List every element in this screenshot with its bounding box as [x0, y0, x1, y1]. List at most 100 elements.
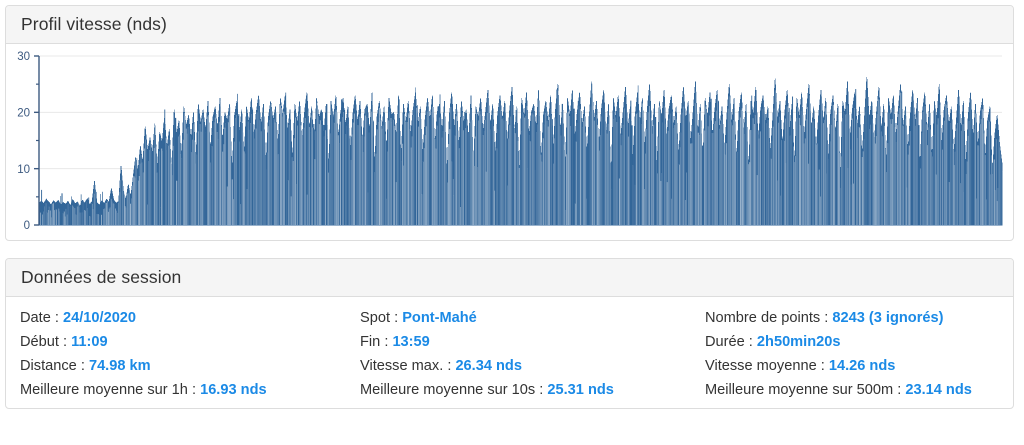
- speed-sample-bar: [80, 194, 82, 225]
- speed-sample-bar: [687, 107, 689, 225]
- speed-sample-gap: [314, 159, 316, 225]
- speed-sample-bar: [100, 194, 101, 225]
- speed-sample-bar: [530, 117, 532, 225]
- session-stat-row: Début : 11:09: [20, 330, 360, 354]
- speed-sample-bar: [164, 109, 166, 225]
- speed-sample-bar: [71, 196, 72, 225]
- speed-sample-gap: [223, 144, 225, 225]
- session-stat-label: Meilleure moyenne sur 10s :: [360, 382, 548, 398]
- speed-sample-gap: [197, 131, 199, 225]
- session-stat-row: Nombre de points : 8243 (3 ignorés): [705, 306, 999, 330]
- session-stat-label: Vitesse max. :: [360, 358, 456, 374]
- speed-chart-svg: 0 10 20 30: [17, 51, 1003, 232]
- speed-sample-bar: [855, 89, 857, 225]
- session-stat-value: 74.98 km: [88, 358, 151, 374]
- speed-sample-bar: [175, 117, 177, 225]
- speed-sample-bar: [373, 121, 374, 225]
- speed-chart[interactable]: 0 10 20 30: [6, 44, 1013, 240]
- speed-sample-bar: [612, 138, 613, 225]
- speed-profile-chart-body: 0 10 20 30: [6, 44, 1013, 240]
- speed-sample-gap: [579, 109, 581, 225]
- speed-sample-gap: [201, 119, 203, 225]
- speed-sample-gap: [359, 116, 361, 225]
- speed-sample-gap: [604, 109, 606, 225]
- speed-series-detail: [39, 83, 1003, 226]
- speed-sample-bar: [639, 119, 641, 225]
- speed-sample-bar: [561, 103, 563, 225]
- speed-sample-gap: [542, 138, 544, 225]
- speed-sample-gap: [280, 105, 281, 225]
- speed-sample-bar: [238, 114, 240, 225]
- session-data-title: Données de session: [21, 267, 182, 287]
- speed-sample-bar: [398, 99, 400, 225]
- speed-sample-bar: [760, 103, 763, 225]
- speed-sample-bar: [751, 95, 753, 225]
- chart-y-tick-label: 10: [17, 164, 30, 176]
- session-stat-label: Spot :: [360, 310, 403, 326]
- speed-sample-bar: [788, 107, 790, 225]
- speed-sample-bar: [439, 94, 441, 226]
- session-stat-label: Fin :: [360, 334, 393, 350]
- speed-sample-gap: [243, 151, 245, 225]
- speed-sample-gap: [650, 117, 652, 225]
- session-stat-label: Meilleure moyenne sur 500m :: [705, 382, 906, 398]
- speed-sample-gap: [105, 202, 107, 225]
- speed-sample-bar: [417, 105, 418, 225]
- chart-y-tick-label: 0: [24, 220, 30, 232]
- session-data-panel: Données de session Date : 24/10/2020 Débu…: [5, 258, 1014, 409]
- speed-sample-gap: [948, 182, 950, 225]
- speed-sample-gap: [123, 191, 125, 225]
- speed-sample-bar: [206, 122, 208, 225]
- session-stat-row: Vitesse moyenne : 14.26 nds: [705, 354, 999, 378]
- speed-sample-gap: [979, 124, 981, 225]
- session-stat-label: Durée :: [705, 334, 757, 350]
- speed-sample-bar: [285, 92, 287, 225]
- speed-sample-bar: [792, 96, 794, 225]
- speed-sample-gap: [750, 130, 752, 225]
- speed-sample-gap: [449, 129, 451, 225]
- speed-sample-gap: [107, 211, 109, 225]
- speed-sample-gap: [509, 125, 511, 225]
- session-stat-row: Vitesse max. : 26.34 nds: [360, 354, 705, 378]
- speed-sample-bar: [817, 124, 819, 225]
- speed-sample-gap: [378, 107, 380, 225]
- speed-sample-gap: [873, 133, 875, 225]
- speed-sample-bar: [326, 104, 328, 225]
- session-stats-column-2: Spot : Pont-Mahé Fin : 13:59 Vitesse max. …: [360, 306, 705, 402]
- speed-sample-gap: [472, 151, 474, 225]
- speed-sample-bar: [654, 117, 657, 225]
- speed-sample-bar: [495, 146, 496, 225]
- chart-y-tick-label: 30: [17, 51, 30, 63]
- speed-sample-bar: [57, 200, 58, 225]
- session-stat-row: Distance : 74.98 km: [20, 354, 360, 378]
- speed-sample-gap: [435, 148, 437, 225]
- speed-sample-bar: [252, 109, 254, 225]
- speed-sample-bar: [305, 98, 307, 225]
- speed-sample-bar: [726, 114, 728, 225]
- speed-sample-gap: [395, 182, 397, 225]
- chart-y-tick-label: 20: [17, 108, 30, 120]
- speed-sample-gap: [674, 125, 676, 225]
- speed-sample-gap: [759, 131, 761, 225]
- speed-sample-bar: [298, 112, 300, 225]
- speed-profile-panel: Profil vitesse (nds) 0 10 20 30: [5, 5, 1014, 241]
- speed-sample-gap: [741, 108, 743, 225]
- speed-sample-gap: [993, 159, 995, 225]
- speed-sample-gap: [319, 120, 321, 225]
- speed-sample-gap: [539, 111, 541, 225]
- speed-sample-bar: [631, 125, 633, 225]
- speed-sample-gap: [388, 120, 390, 225]
- speed-sample-bar: [464, 111, 466, 225]
- speed-sample-bar: [871, 102, 873, 225]
- speed-sample-bar: [61, 193, 63, 225]
- speed-sample-gap: [697, 132, 699, 225]
- speed-sample-gap: [513, 126, 515, 225]
- speed-sample-bar: [624, 91, 626, 225]
- speed-sample-bar: [332, 111, 334, 225]
- session-stat-value: 16.93 nds: [200, 382, 267, 398]
- speed-profile-title: Profil vitesse (nds): [21, 14, 167, 34]
- speed-sample-bar: [973, 136, 975, 225]
- speed-sample-gap: [593, 120, 595, 225]
- speed-profile-panel-header: Profil vitesse (nds): [6, 6, 1013, 44]
- session-data-body: Date : 24/10/2020 Début : 11:09 Distance :…: [6, 297, 1013, 412]
